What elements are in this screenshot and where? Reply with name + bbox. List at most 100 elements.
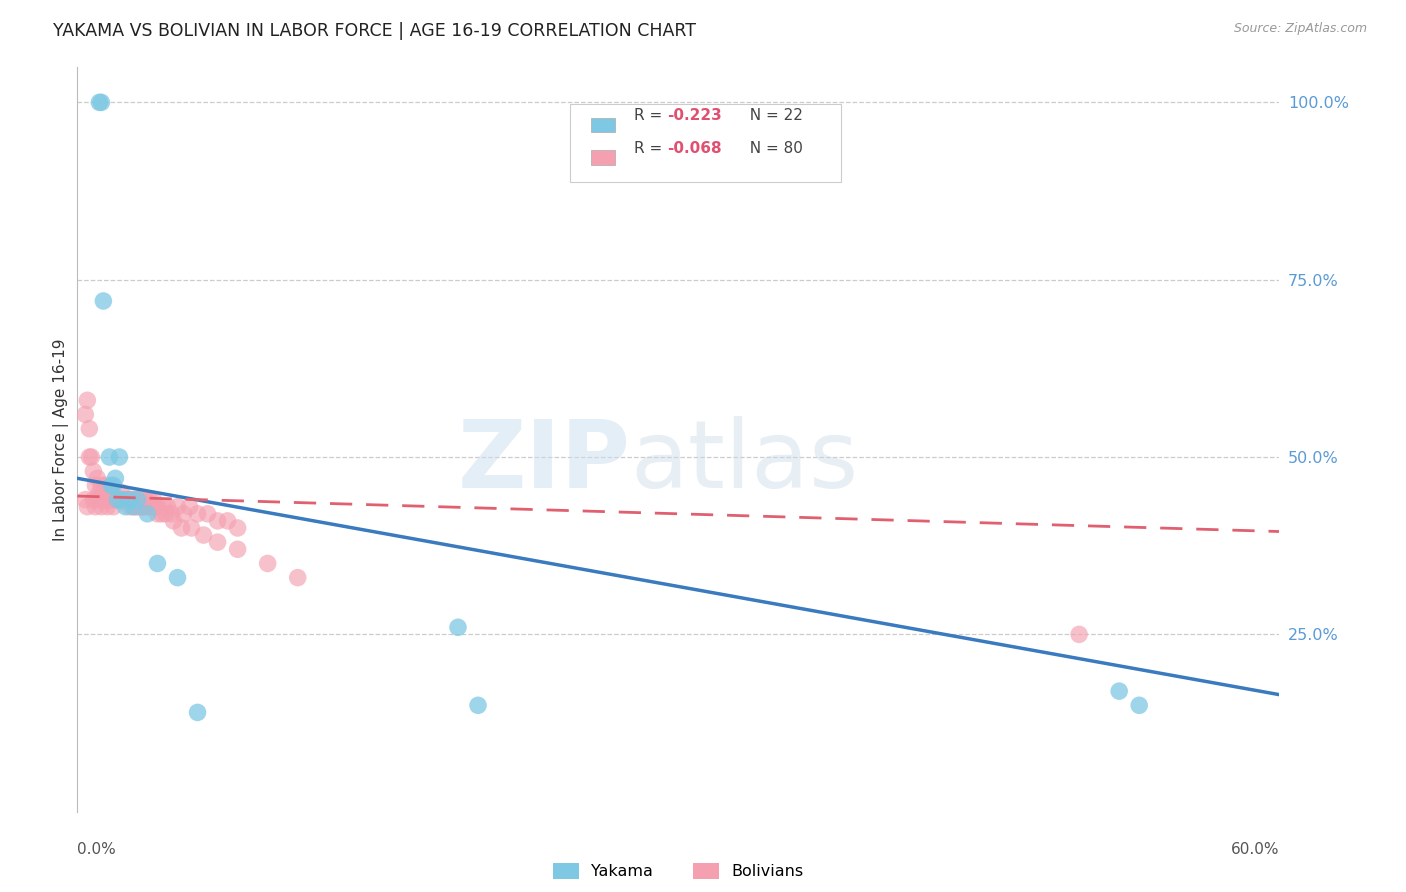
Point — [110, 485, 132, 500]
Text: R =: R = — [634, 141, 666, 155]
Point — [104, 471, 127, 485]
Text: Source: ZipAtlas.com: Source: ZipAtlas.com — [1233, 22, 1367, 36]
Point — [112, 492, 135, 507]
Point — [120, 492, 142, 507]
Text: 0.0%: 0.0% — [77, 841, 117, 856]
Point — [108, 450, 131, 464]
Point — [127, 500, 149, 514]
Point — [75, 492, 97, 507]
Point — [187, 706, 209, 720]
Point — [96, 500, 118, 514]
Point — [118, 492, 141, 507]
Point — [89, 485, 111, 500]
FancyBboxPatch shape — [591, 151, 614, 165]
Point — [90, 95, 112, 110]
Text: R =: R = — [634, 108, 666, 123]
Point — [217, 514, 239, 528]
Point — [132, 500, 155, 514]
Point — [117, 492, 139, 507]
Point — [107, 492, 129, 507]
Point — [84, 500, 107, 514]
Point — [173, 507, 195, 521]
Point — [108, 492, 131, 507]
Point — [98, 492, 121, 507]
FancyBboxPatch shape — [591, 118, 614, 132]
Point — [131, 500, 153, 514]
Point — [107, 492, 129, 507]
Point — [90, 478, 112, 492]
Point — [90, 500, 112, 514]
Text: atlas: atlas — [630, 416, 859, 508]
Point — [100, 485, 122, 500]
Point — [226, 521, 249, 535]
Point — [127, 492, 149, 507]
Point — [80, 450, 103, 464]
Point — [89, 95, 111, 110]
Text: 60.0%: 60.0% — [1232, 841, 1279, 856]
Point — [100, 478, 122, 492]
Point — [82, 492, 104, 507]
Point — [207, 535, 229, 549]
Point — [287, 571, 309, 585]
Point — [94, 492, 117, 507]
Point — [1108, 684, 1130, 698]
Point — [86, 492, 108, 507]
Point — [467, 698, 489, 713]
Point — [142, 492, 165, 507]
Point — [103, 500, 125, 514]
Point — [146, 507, 169, 521]
Point — [128, 492, 150, 507]
Point — [193, 528, 215, 542]
Point — [1069, 627, 1091, 641]
Point — [122, 492, 145, 507]
Point — [86, 471, 108, 485]
FancyBboxPatch shape — [571, 104, 841, 182]
Point — [110, 492, 132, 507]
Text: -0.223: -0.223 — [668, 108, 723, 123]
Point — [132, 500, 155, 514]
Point — [114, 492, 136, 507]
Point — [76, 500, 98, 514]
Point — [170, 521, 193, 535]
Point — [94, 478, 117, 492]
Point — [1128, 698, 1150, 713]
Point — [150, 507, 173, 521]
Point — [122, 500, 145, 514]
Point — [156, 500, 179, 514]
Point — [114, 500, 136, 514]
Point — [118, 492, 141, 507]
Point — [76, 393, 98, 408]
Point — [207, 514, 229, 528]
Point — [187, 507, 209, 521]
Point — [84, 478, 107, 492]
Point — [256, 557, 278, 571]
Point — [180, 521, 202, 535]
Point — [103, 478, 125, 492]
Point — [197, 507, 219, 521]
Point — [114, 492, 136, 507]
Point — [166, 500, 188, 514]
Point — [124, 492, 146, 507]
Point — [79, 450, 101, 464]
Point — [155, 507, 177, 521]
Point — [138, 500, 160, 514]
Point — [82, 464, 104, 478]
Point — [98, 450, 121, 464]
Text: N = 80: N = 80 — [740, 141, 803, 155]
Y-axis label: In Labor Force | Age 16-19: In Labor Force | Age 16-19 — [53, 338, 69, 541]
Point — [136, 500, 159, 514]
Text: N = 22: N = 22 — [740, 108, 803, 123]
Point — [107, 492, 129, 507]
Point — [93, 293, 115, 308]
Point — [160, 507, 183, 521]
Text: YAKAMA VS BOLIVIAN IN LABOR FORCE | AGE 16-19 CORRELATION CHART: YAKAMA VS BOLIVIAN IN LABOR FORCE | AGE … — [53, 22, 696, 40]
Point — [162, 514, 184, 528]
Point — [226, 542, 249, 557]
Point — [127, 500, 149, 514]
Point — [98, 492, 121, 507]
Point — [122, 500, 145, 514]
Point — [136, 507, 159, 521]
Point — [447, 620, 470, 634]
Point — [79, 422, 101, 436]
Point — [93, 485, 115, 500]
